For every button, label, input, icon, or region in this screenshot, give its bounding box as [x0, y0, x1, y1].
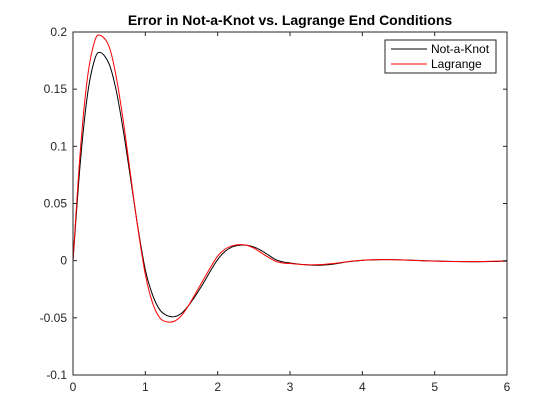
legend-label-lagrange: Lagrange — [431, 57, 482, 71]
x-tick-label: 1 — [142, 380, 149, 394]
axes-box — [72, 31, 508, 376]
x-tick-label: 5 — [431, 380, 438, 394]
x-tick-label: 6 — [504, 380, 511, 394]
chart-title: Error in Not-a-Knot vs. Lagrange End Con… — [128, 12, 453, 28]
legend-box — [384, 39, 497, 74]
series-line-lagrange — [72, 34, 508, 323]
y-tick-label: 0 — [60, 254, 67, 268]
legend-label-not-a-knot: Not-a-Knot — [431, 42, 490, 56]
x-tick-label: 2 — [214, 380, 221, 394]
y-tick-label: 0.2 — [50, 25, 67, 39]
y-tick-label: 0.15 — [44, 82, 68, 96]
plot-area — [73, 32, 507, 375]
y-tick-label: -0.1 — [46, 368, 67, 382]
y-tick-label: 0.1 — [50, 139, 67, 153]
x-tick-label: 4 — [359, 380, 366, 394]
y-tick-label: 0.05 — [44, 197, 68, 211]
series-layer — [72, 34, 508, 323]
x-tick-label: 3 — [287, 380, 294, 394]
x-tick-label: 0 — [70, 380, 77, 394]
legend: Not-a-Knot Lagrange — [384, 39, 497, 74]
y-tick-label: -0.05 — [40, 311, 68, 325]
